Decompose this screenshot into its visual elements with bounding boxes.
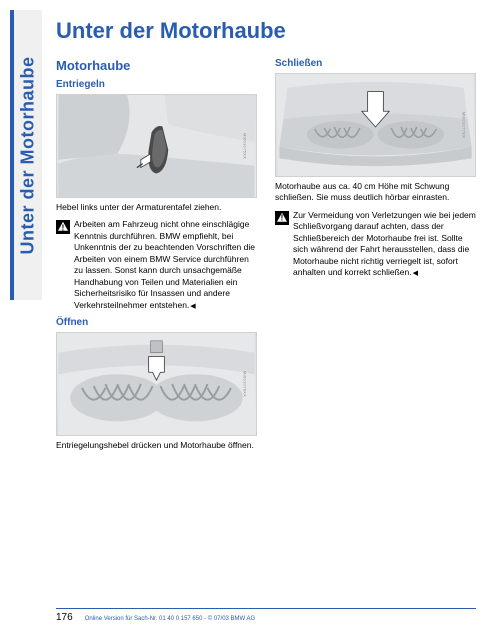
page-number: 176 — [56, 612, 73, 623]
illustration-front-car — [276, 74, 475, 176]
footer-note: Online Version für Sach-Nr. 01 40 0 157 … — [85, 616, 256, 622]
two-column-layout: Motorhaube Entriegeln MI001075XX — [56, 58, 476, 458]
manual-page: Unter der Motorhaube Unter der Motorhaub… — [0, 0, 500, 637]
right-column: Schließen — [275, 58, 476, 458]
warning-icon — [56, 220, 70, 234]
figure-unlock-lever: MI001075XX — [56, 94, 257, 198]
illustration-hood-latch — [57, 333, 256, 435]
caption-open: Entriegelungshebel drücken und Motorhaub… — [56, 440, 257, 451]
heading-schliessen: Schließen — [275, 58, 476, 69]
section-tab-label: Unter der Motorhaube — [18, 56, 39, 254]
warning-text-2: Zur Vermeidung von Verletzungen wie bei … — [293, 210, 476, 279]
warning-block-1: Arbeiten am Fahrzeug nicht ohne einschlä… — [56, 219, 257, 311]
figure-code: MI001076XX — [242, 371, 247, 397]
warning-text-1: Arbeiten am Fahrzeug nicht ohne einschlä… — [74, 219, 257, 311]
warning-block-2: Zur Vermeidung von Verletzungen wie bei … — [275, 210, 476, 279]
page-title: Unter der Motorhaube — [56, 18, 476, 44]
section-tab: Unter der Motorhaube — [10, 10, 42, 300]
illustration-interior-lever — [57, 95, 256, 197]
caption-close: Motorhaube aus ca. 40 cm Höhe mit Schwun… — [275, 181, 476, 204]
caption-unlock: Hebel links unter der Armaturentafel zie… — [56, 202, 257, 213]
figure-code: MI001077XX — [461, 112, 466, 138]
heading-entriegeln: Entriegeln — [56, 79, 257, 90]
figure-code: MI001075XX — [242, 133, 247, 159]
figure-open-hood: MI001076XX — [56, 332, 257, 436]
warning-icon — [275, 211, 289, 225]
page-footer: 176 Online Version für Sach-Nr. 01 40 0 … — [56, 608, 476, 624]
left-column: Motorhaube Entriegeln MI001075XX — [56, 58, 257, 458]
heading-motorhaube: Motorhaube — [56, 58, 257, 73]
footer-rule — [56, 608, 476, 610]
heading-oeffnen: Öffnen — [56, 317, 257, 328]
content-area: Unter der Motorhaube Motorhaube Entriege… — [56, 18, 476, 458]
figure-close-hood: MI001077XX — [275, 73, 476, 177]
